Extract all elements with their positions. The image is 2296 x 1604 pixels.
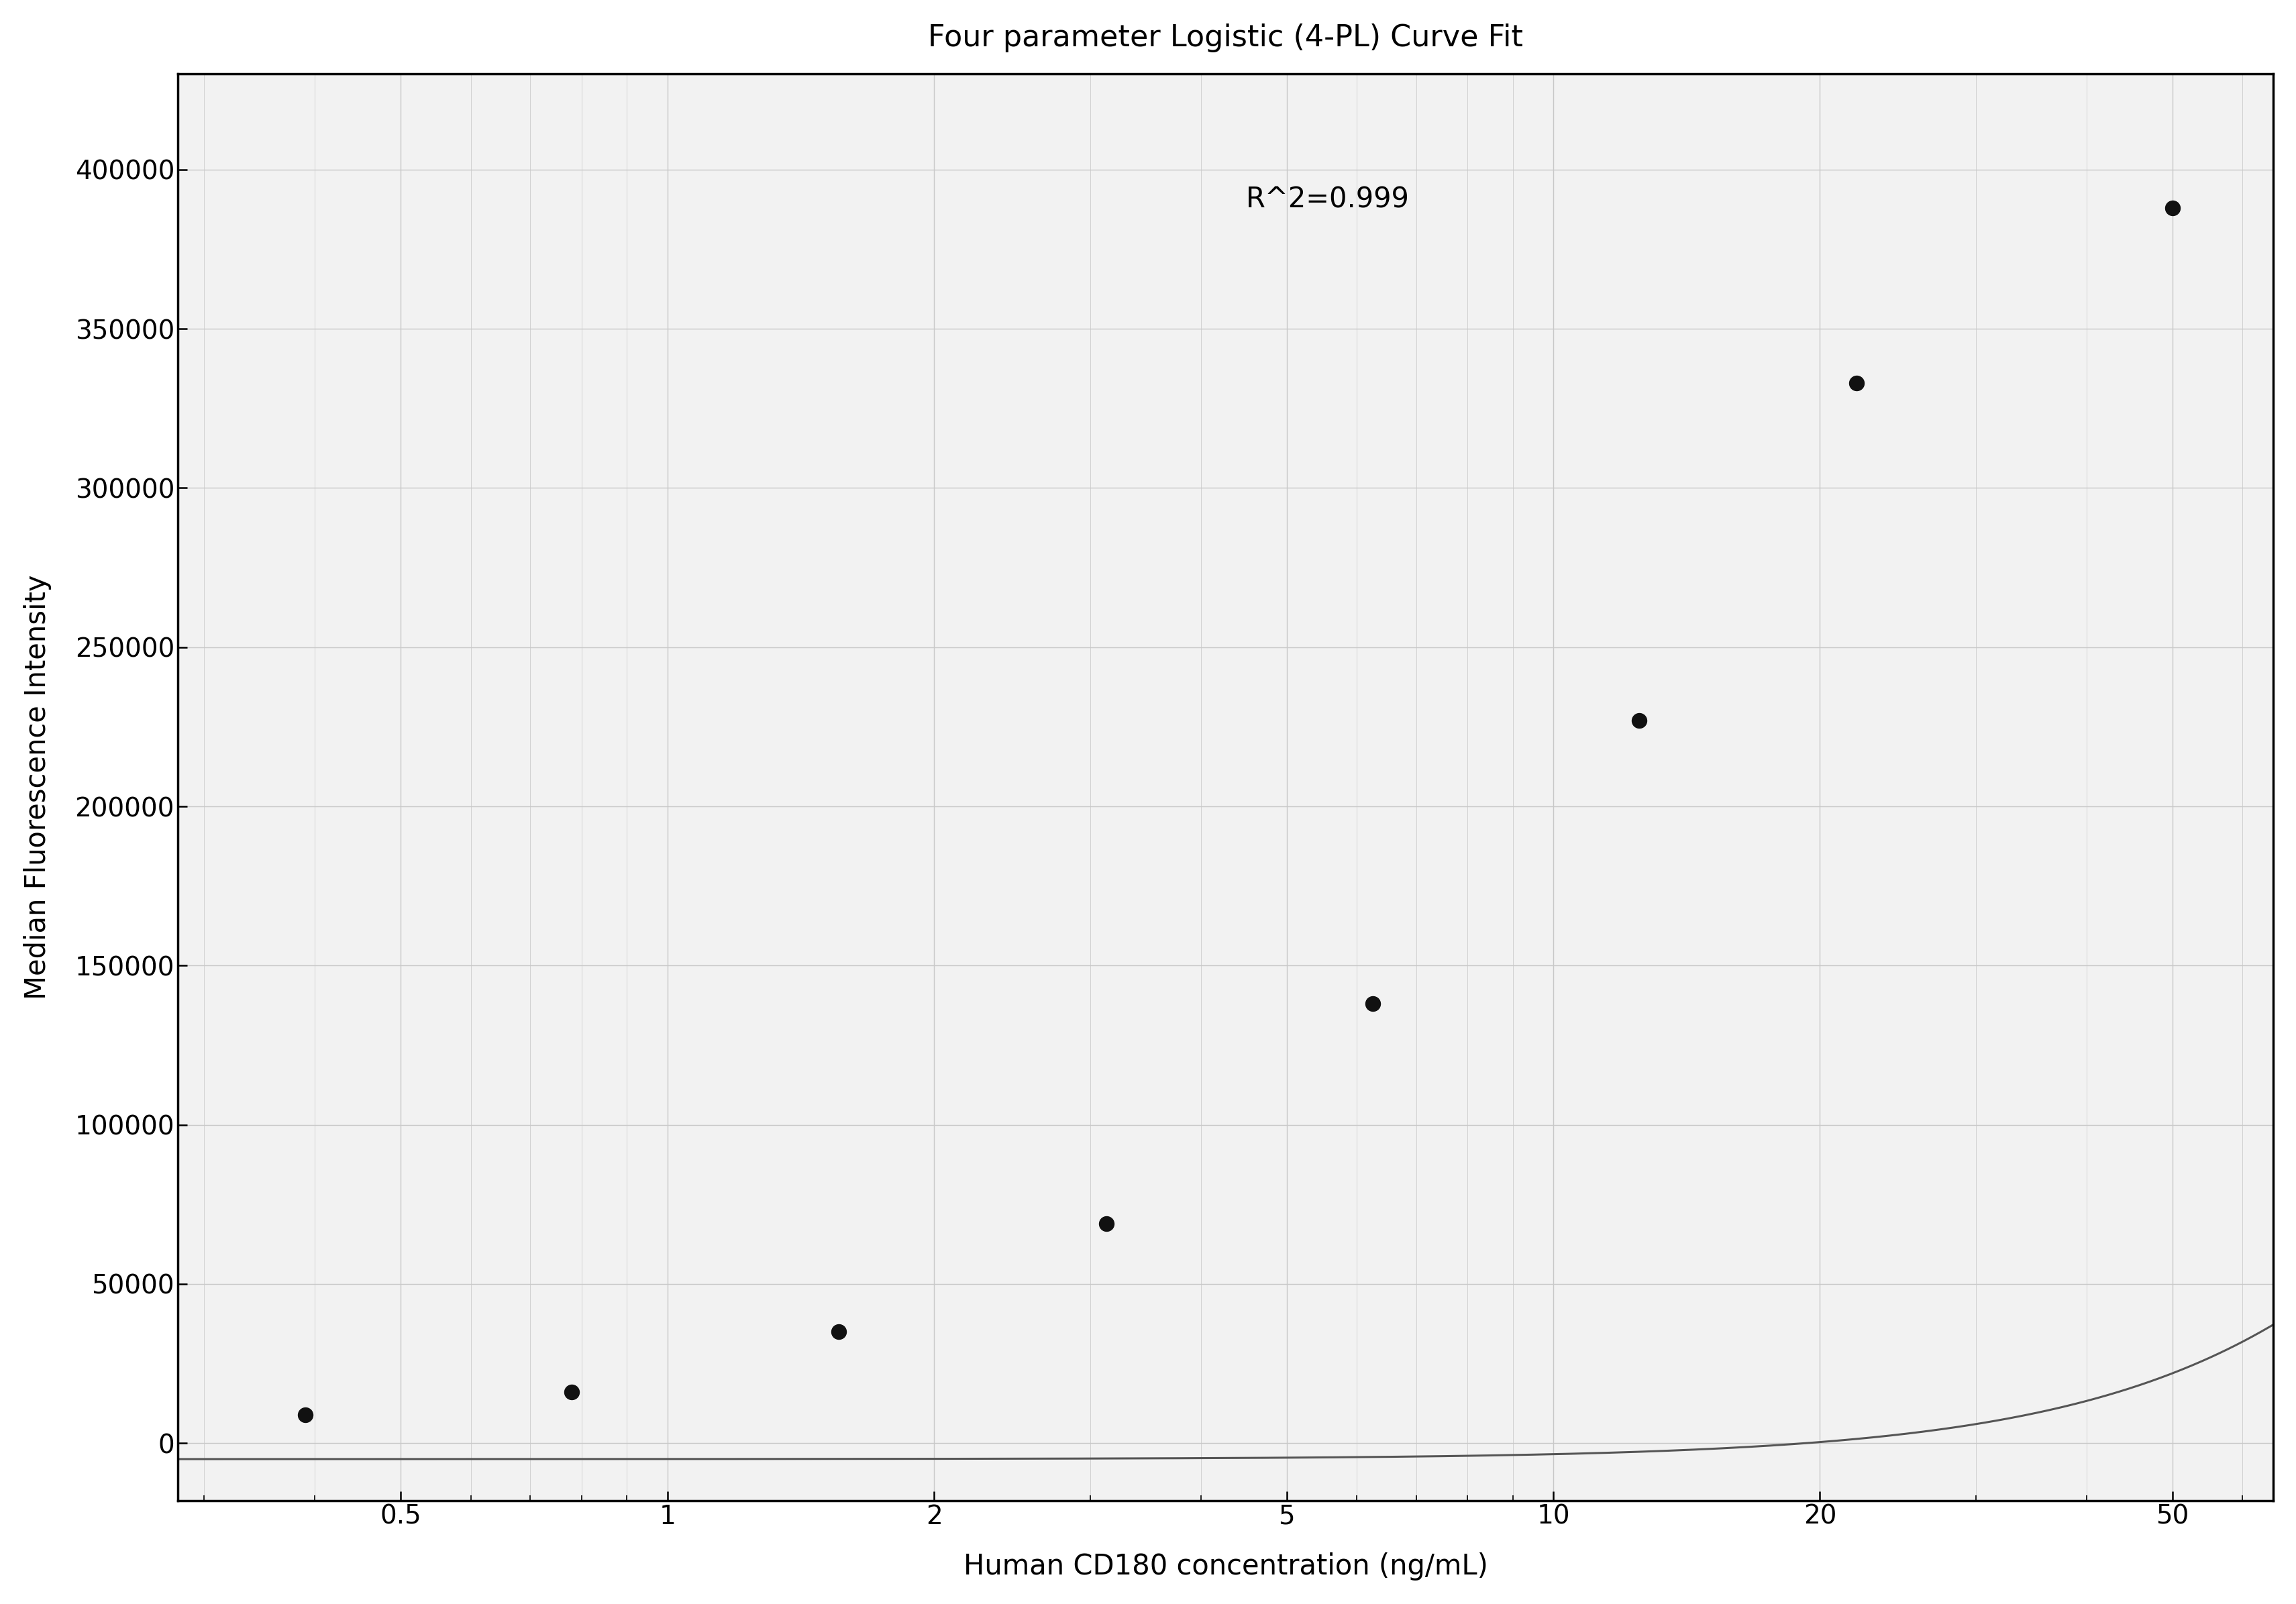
Point	[1837, 371, 1874, 396]
Point	[1355, 991, 1391, 1017]
Point	[1621, 707, 1658, 733]
Point	[1088, 1211, 1125, 1237]
X-axis label: Human CD180 concentration (ng/mL): Human CD180 concentration (ng/mL)	[962, 1553, 1488, 1580]
Text: R^2=0.999: R^2=0.999	[1247, 186, 1410, 213]
Point	[287, 1402, 324, 1428]
Y-axis label: Median Fluorescence Intensity: Median Fluorescence Intensity	[23, 574, 51, 999]
Point	[553, 1379, 590, 1405]
Title: Four parameter Logistic (4-PL) Curve Fit: Four parameter Logistic (4-PL) Curve Fit	[928, 24, 1522, 53]
Point	[820, 1318, 856, 1344]
Point	[2154, 196, 2190, 221]
